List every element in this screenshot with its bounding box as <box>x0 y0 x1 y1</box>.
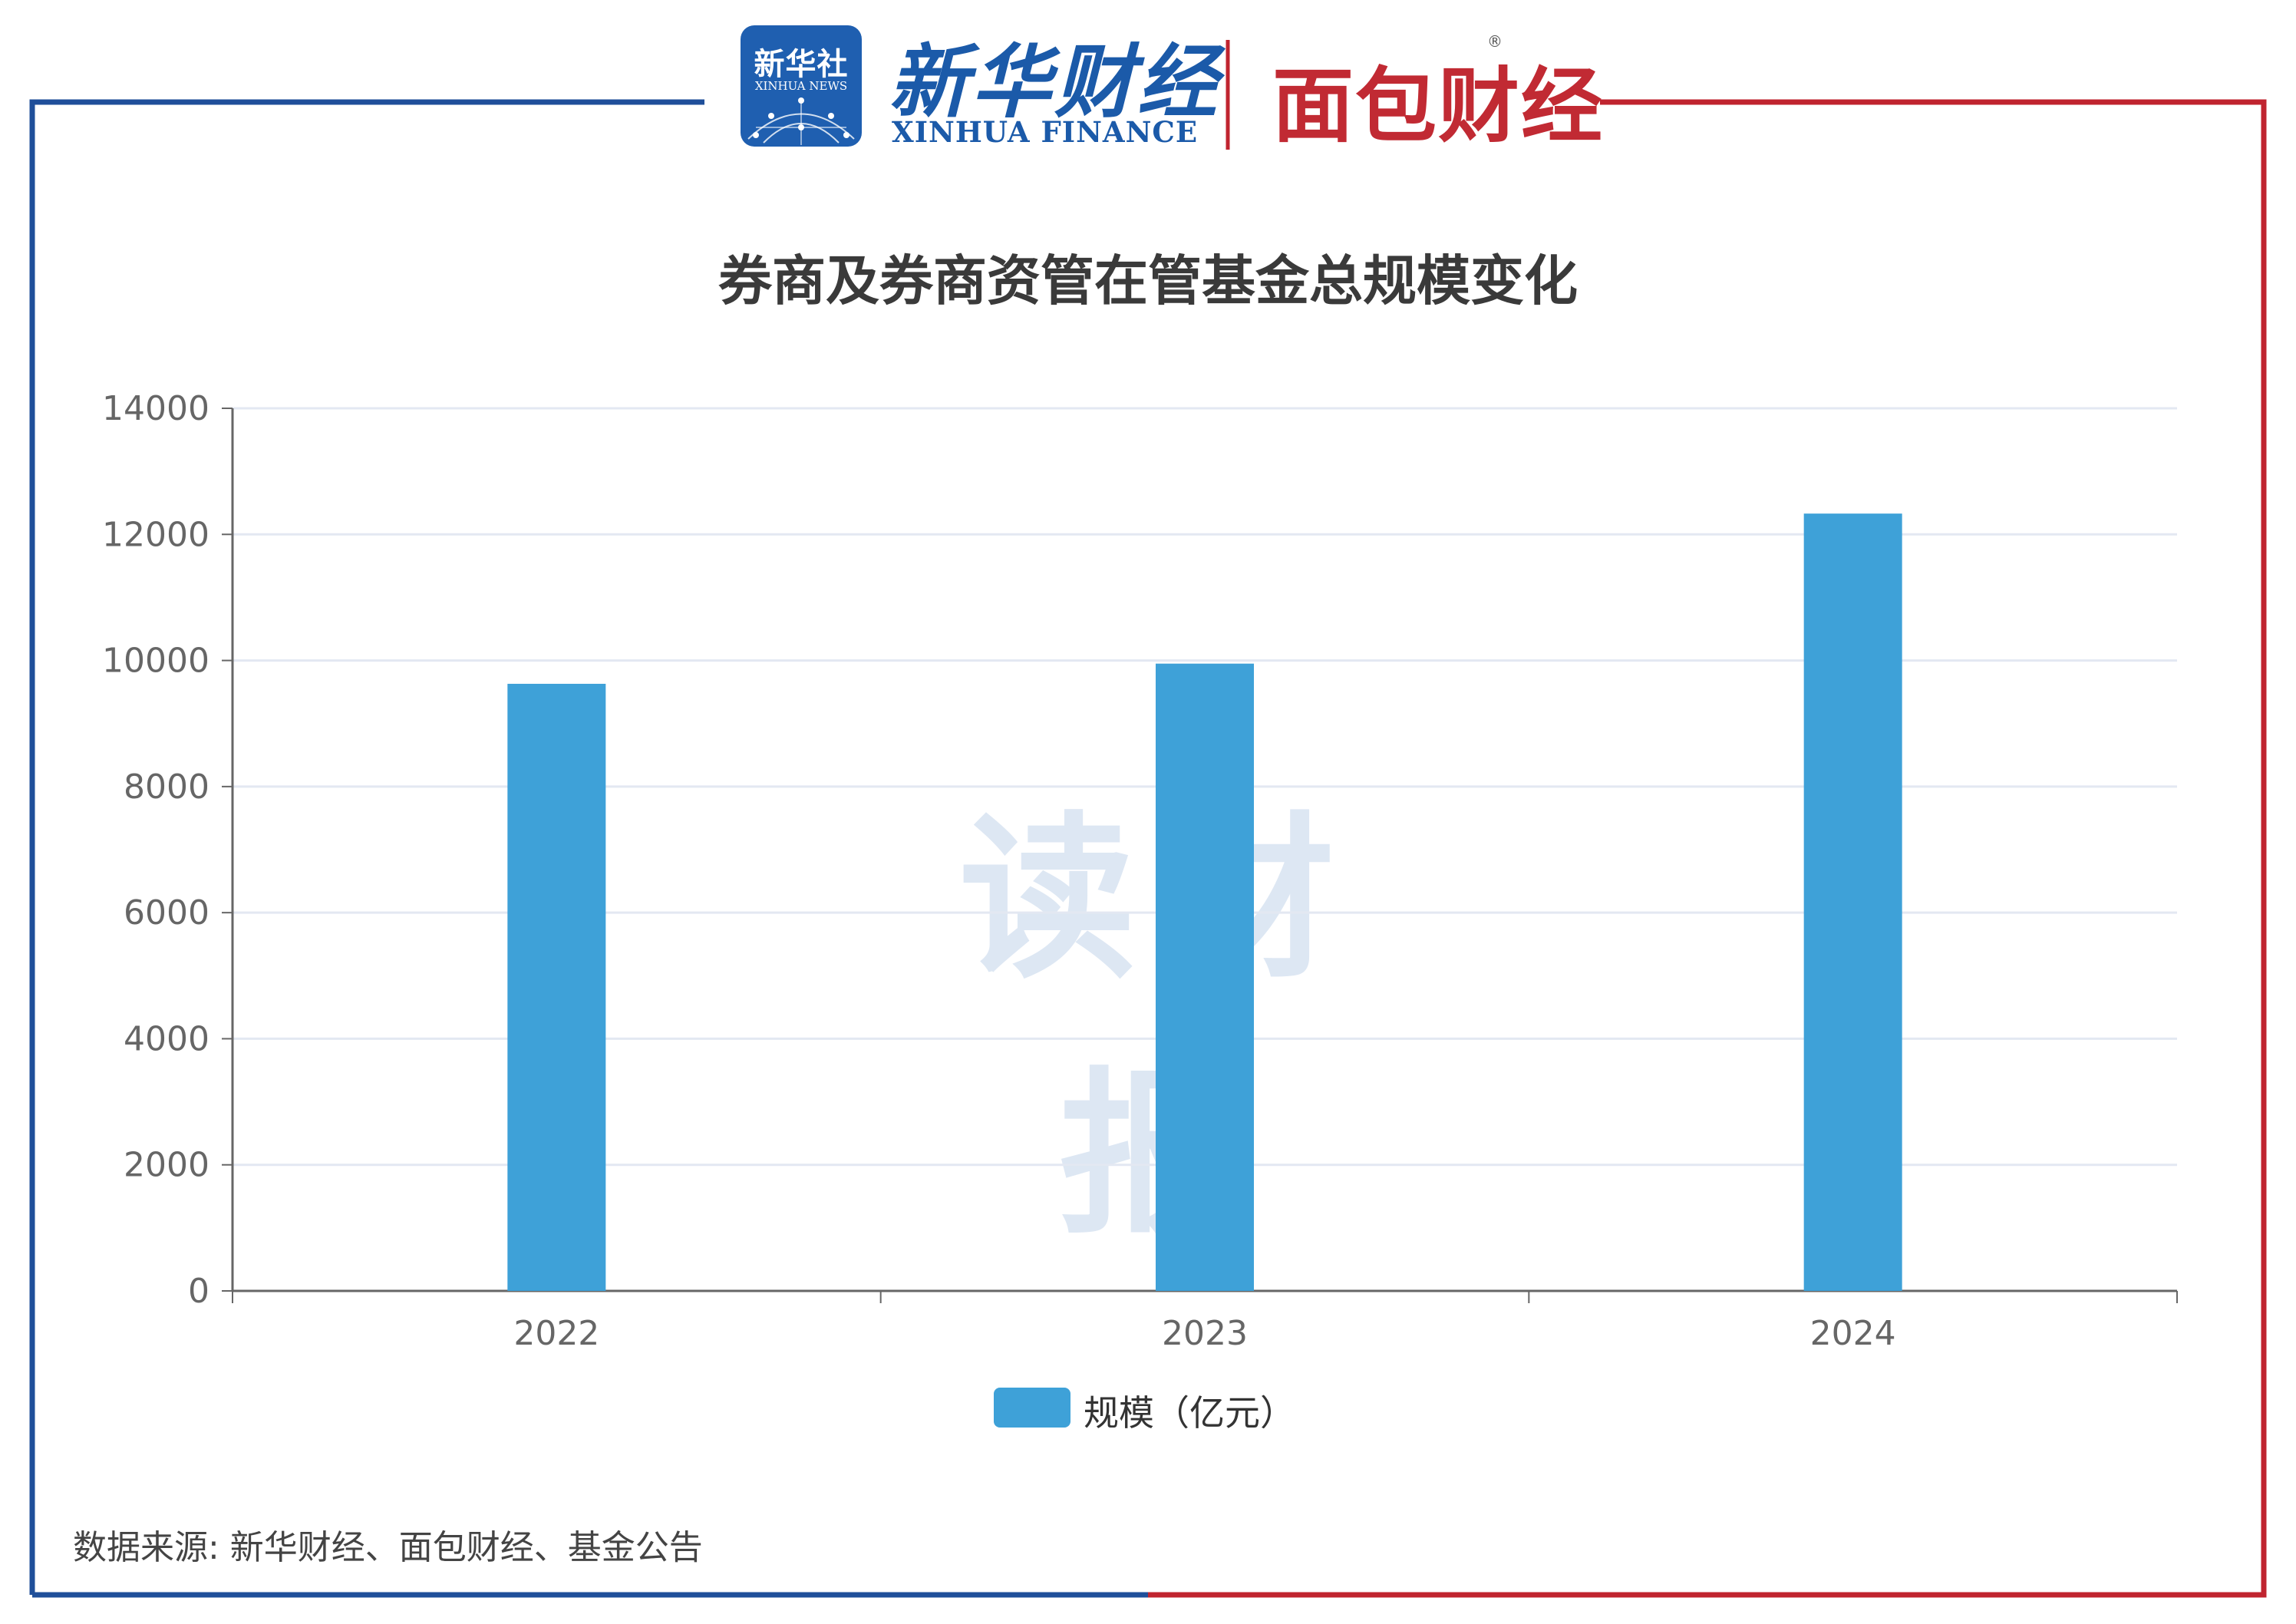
registered-mark: ® <box>1487 32 1503 51</box>
y-tick-label: 10000 <box>102 642 209 681</box>
y-tick-label: 4000 <box>124 1019 209 1058</box>
bar-2022 <box>507 683 606 1291</box>
bar-2023 <box>1156 663 1254 1291</box>
globe-network-icon <box>747 97 855 145</box>
xinhua-finance-logo-cn: 新华财经 <box>889 35 1221 129</box>
bar-2024 <box>1803 513 1902 1291</box>
y-tick-label: 6000 <box>124 893 209 932</box>
x-tick-label: 2024 <box>1810 1314 1896 1353</box>
mianbao-finance-logo: 面包财经 <box>1272 59 1604 153</box>
y-tick-label: 2000 <box>124 1146 209 1185</box>
y-tick-label: 12000 <box>102 515 209 554</box>
xinhua-news-logo-en: XINHUA NEWS <box>754 79 848 93</box>
xinhua-news-logo: 新华社 XINHUA NEWS <box>741 25 862 147</box>
data-source-note: 数据来源: 新华财经、面包财经、基金公告 <box>73 1528 703 1567</box>
x-tick-label: 2022 <box>513 1314 599 1353</box>
legend-label: 规模（亿元） <box>1084 1392 1295 1434</box>
xinhua-news-logo-cn: 新华社 <box>754 47 849 82</box>
x-tick-label: 2023 <box>1162 1314 1248 1353</box>
chart-title: 券商及券商资管在管基金总规模变化 <box>718 249 1578 312</box>
y-tick-label: 14000 <box>102 389 209 428</box>
legend-swatch <box>994 1388 1070 1428</box>
y-tick-label: 0 <box>188 1272 209 1311</box>
xinhua-finance-logo-en: XINHUA FINANCE <box>892 115 1199 149</box>
y-tick-label: 8000 <box>124 767 209 807</box>
